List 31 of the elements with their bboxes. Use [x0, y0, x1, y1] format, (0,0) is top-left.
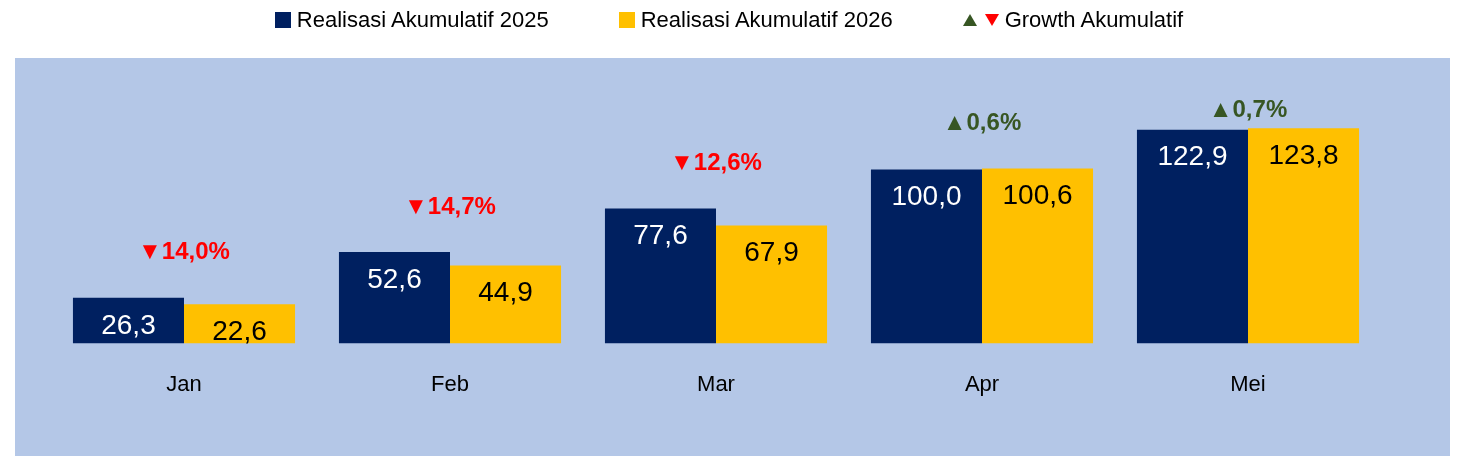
data-label: 123,8 — [1268, 138, 1339, 170]
legend-label: Realisasi Akumulatif 2026 — [640, 7, 893, 33]
bar — [1248, 128, 1360, 344]
text: ▲0,7% — [1208, 94, 1288, 122]
x-tick-label: Apr — [964, 370, 1000, 396]
bar — [1136, 129, 1248, 344]
x-tick-label: Feb — [431, 370, 469, 396]
data-label: 77,6 — [633, 219, 688, 251]
bar — [870, 169, 982, 344]
annotation: ▼12,6% — [670, 148, 762, 176]
bar — [716, 225, 828, 344]
data-label: 26,3 — [101, 308, 156, 340]
data-label: 44,9 — [478, 276, 533, 308]
annotation: ▲0,6% — [942, 108, 1022, 136]
annotation: ▼14,0% — [138, 237, 230, 265]
x-tick-label: Mar — [697, 370, 735, 396]
data-label: 52,6 — [367, 262, 422, 294]
data-label: 67,9 — [744, 236, 799, 268]
text: Growth Akumulatif — [1004, 7, 1184, 33]
data-label: 100,0 — [891, 180, 962, 212]
bar — [982, 168, 1094, 344]
legend-label: Realisasi Akumulatif 2025 — [296, 7, 549, 33]
bar — [604, 208, 716, 344]
x-tick-label: Jan — [166, 370, 202, 396]
data-label: 122,9 — [1157, 140, 1228, 172]
x-tick-label: Mei — [1230, 370, 1266, 396]
bar — [338, 252, 450, 344]
data-label: 100,6 — [1002, 179, 1073, 211]
data-label: 22,6 — [212, 314, 267, 346]
bar — [450, 265, 562, 344]
annotation: ▼14,7% — [404, 191, 496, 219]
